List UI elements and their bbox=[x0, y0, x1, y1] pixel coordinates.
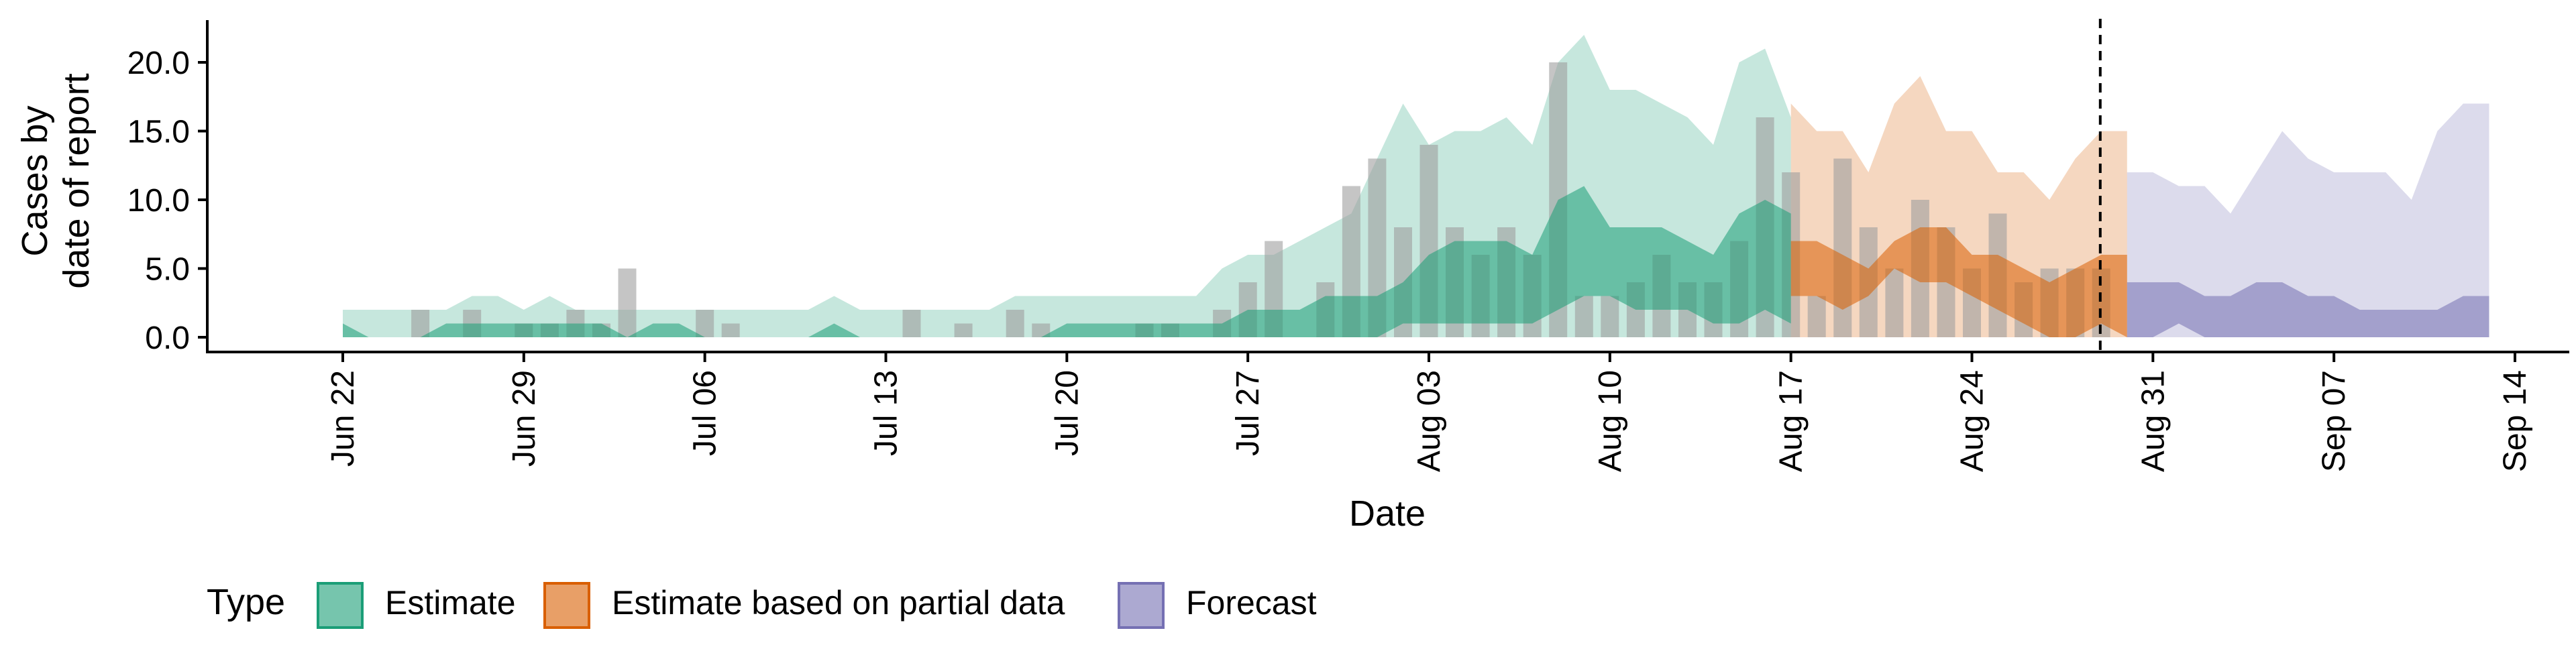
case-bar bbox=[1807, 296, 1826, 337]
x-tick-label: Jun 29 bbox=[506, 370, 542, 467]
x-tick-label: Jul 27 bbox=[1230, 370, 1266, 456]
legend-title: Type bbox=[207, 582, 285, 622]
case-bar bbox=[1885, 268, 1904, 337]
x-tick-label: Jul 06 bbox=[688, 370, 723, 456]
x-tick-label: Sep 07 bbox=[2316, 370, 2352, 472]
x-tick-label: Jul 20 bbox=[1049, 370, 1085, 456]
case-bar bbox=[618, 268, 637, 337]
y-axis-title-line-2: date of report bbox=[56, 73, 97, 288]
case-bar bbox=[1006, 310, 1024, 337]
legend-swatch-estimate bbox=[317, 582, 364, 629]
case-bar bbox=[1833, 158, 1852, 337]
axes bbox=[206, 20, 2569, 353]
y-tick-label: 15.0 bbox=[127, 115, 190, 150]
x-tick-label: Jun 22 bbox=[325, 370, 361, 467]
y-tick-label: 5.0 bbox=[145, 252, 190, 288]
case-bar bbox=[1032, 323, 1051, 337]
case-bar bbox=[954, 323, 973, 337]
legend-label-partial: Estimate based on partial data bbox=[612, 584, 1065, 622]
legend-label-estimate: Estimate bbox=[385, 584, 516, 622]
case-bar bbox=[696, 310, 714, 337]
x-axis-title: Date bbox=[1349, 493, 1426, 534]
plot-area bbox=[343, 19, 2489, 352]
band-inner-1 bbox=[1790, 227, 2127, 337]
legend: Type Estimate Estimate based on partial … bbox=[207, 582, 1317, 629]
y-tick-label: 20.0 bbox=[127, 46, 190, 81]
x-tick-label: Aug 24 bbox=[1955, 370, 1990, 472]
x-tick-label: Aug 31 bbox=[2135, 370, 2171, 472]
y-axis-title-line-1: Cases by bbox=[15, 105, 55, 256]
y-axis-title: Cases by date of report bbox=[15, 73, 97, 288]
y-tick-label: 0.0 bbox=[145, 320, 190, 356]
x-tick-label: Aug 03 bbox=[1411, 370, 1447, 472]
x-tick-label: Aug 10 bbox=[1593, 370, 1628, 472]
case-bar bbox=[1601, 296, 1619, 337]
legend-swatch-partial bbox=[543, 582, 590, 629]
x-tick-label: Sep 14 bbox=[2498, 370, 2533, 472]
case-bar bbox=[411, 310, 430, 337]
legend-swatch-forecast bbox=[1118, 582, 1165, 629]
x-tick-label: Jul 13 bbox=[869, 370, 904, 456]
x-tick-label: Aug 17 bbox=[1774, 370, 1809, 472]
band-inner-0 bbox=[343, 186, 1791, 337]
y-tick-label: 10.0 bbox=[127, 183, 190, 219]
case-bar bbox=[721, 323, 740, 337]
case-bar bbox=[1574, 296, 1593, 337]
x-axis-ticks: Jun 22 Jun 29 Jul 06 Jul 13 Jul 20 Jul 27 Aug … bbox=[325, 352, 2533, 472]
legend-label-forecast: Forecast bbox=[1186, 584, 1317, 622]
case-bar bbox=[902, 310, 921, 337]
y-axis-ticks: 0.0 5.0 10.0 15.0 20.0 bbox=[127, 46, 207, 356]
band-outer-2 bbox=[2127, 103, 2489, 337]
band-inner-2 bbox=[2127, 282, 2489, 337]
